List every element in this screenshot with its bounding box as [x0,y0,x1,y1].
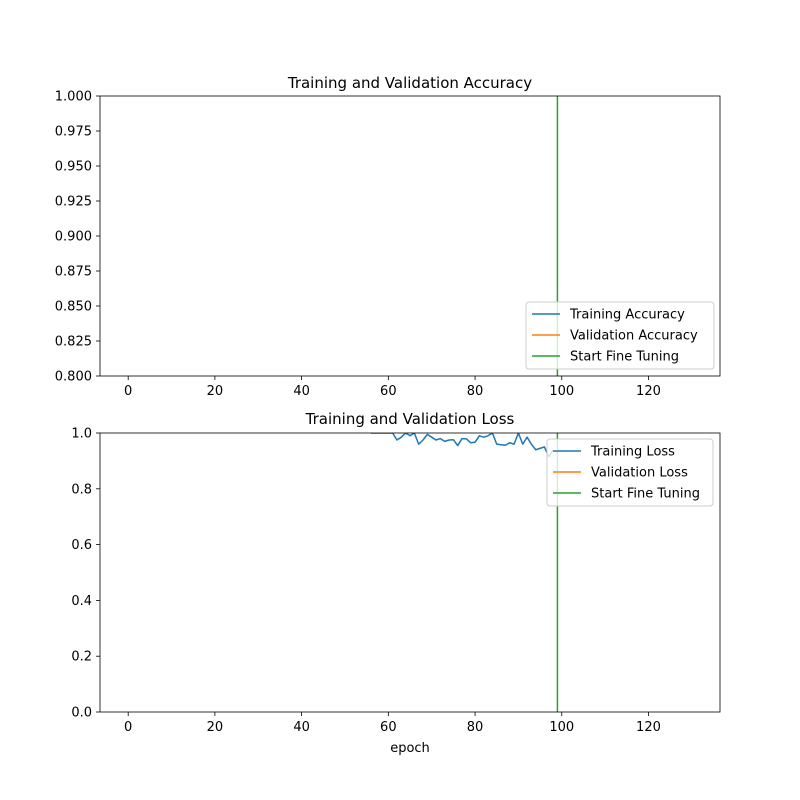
accuracy-xtick-label: 80 [467,384,484,399]
accuracy-ytick-label: 0.825 [55,335,92,350]
accuracy-xtick-label: 60 [380,384,397,399]
loss-legend-label: Training Loss [590,445,675,460]
accuracy-ytick-label: 0.875 [55,265,92,280]
accuracy-ytick-label: 0.950 [55,160,92,175]
loss-legend: Training Loss Validation Loss Start Fine T… [546,438,714,507]
accuracy-xtick-label: 20 [207,384,224,399]
accuracy-legend-label: Validation Accuracy [570,329,698,344]
accuracy-ytick-label: 0.850 [55,300,92,315]
loss-legend-box [546,438,714,507]
loss-legend-label: Start Fine Tuning [591,487,700,502]
loss-xtick-label: 0 [124,720,132,735]
accuracy-subplot: Training and Validation Accuracy 0 20 40 60… [55,74,721,399]
accuracy-ytick-label: 1.000 [55,90,92,105]
loss-subplot: Training and Validation Loss epoch 0 20 40… [71,410,721,756]
accuracy-xtick-label: 40 [293,384,310,399]
accuracy-ytick-label: 0.900 [55,230,92,245]
loss-ytick-label: 0.4 [71,594,92,609]
loss-series-line [370,433,554,458]
loss-ytick-label: 1.0 [71,427,92,442]
accuracy-legend-label: Training Accuracy [569,308,685,323]
accuracy-ytick-label: 0.925 [55,195,92,210]
accuracy-axes-frame [99,95,721,377]
accuracy-ytick-label: 0.800 [55,370,92,385]
loss-ytick-label: 0.8 [71,482,92,497]
accuracy-xtick-label: 100 [549,384,574,399]
loss-xtick-label: 80 [467,720,484,735]
accuracy-ytick-label: 0.975 [55,125,92,140]
accuracy-xtick-label: 0 [124,384,132,399]
loss-xlabel: epoch [390,741,430,756]
loss-title: Training and Validation Loss [305,410,515,428]
loss-xtick-label: 40 [293,720,310,735]
accuracy-legend-label: Start Fine Tuning [570,350,679,365]
loss-xtick-label: 120 [636,720,661,735]
loss-legend-label: Validation Loss [591,466,688,481]
loss-xtick-label: 20 [207,720,224,735]
loss-ytick-label: 0.6 [71,538,92,553]
accuracy-title: Training and Validation Accuracy [287,74,532,92]
accuracy-xtick-label: 120 [636,384,661,399]
accuracy-legend: Training Accuracy Validation Accuracy Star… [525,301,715,370]
loss-ytick-label: 0.2 [71,650,92,665]
loss-axes-frame [99,432,721,713]
loss-xtick-label: 100 [549,720,574,735]
accuracy-legend-box [525,301,715,370]
loss-xtick-label: 60 [380,720,397,735]
loss-ytick-label: 0.0 [71,706,92,721]
